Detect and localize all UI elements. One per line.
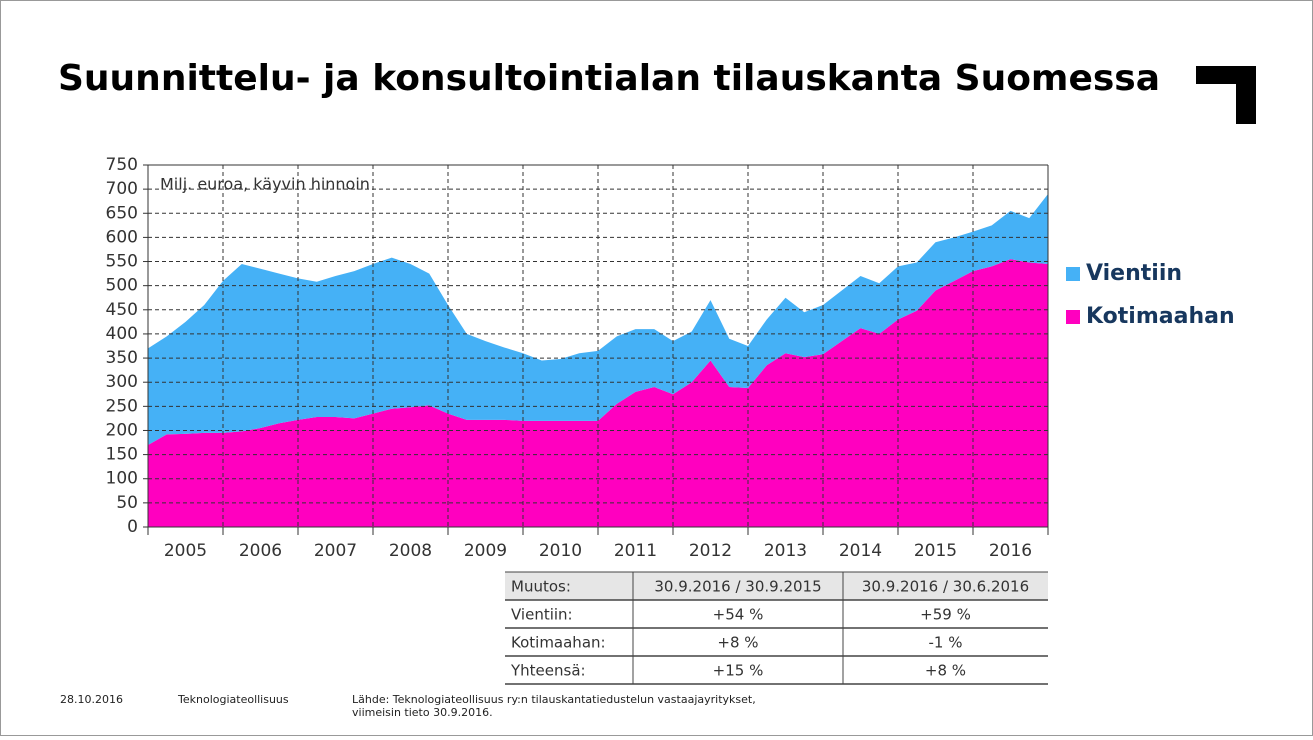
x-tick-label: 2011 [614, 541, 657, 561]
table-cell: -1 % [929, 634, 963, 652]
y-tick-label: 350 [106, 348, 138, 368]
footer-source: Lähde: Teknologiateollisuus ry:n tilausk… [352, 693, 756, 706]
y-tick-label: 100 [106, 469, 138, 489]
plot: 0 50 100 150 200 250 300 350 400 450 500 550 600 650 7… [106, 155, 1049, 561]
table-cell: +8 % [925, 662, 966, 680]
x-tick-label: 2005 [164, 541, 207, 561]
x-tick-label: 2007 [314, 541, 357, 561]
x-tick-label: 2014 [839, 541, 882, 561]
y-tick-label: 700 [106, 179, 138, 199]
x-tick-label: 2015 [914, 541, 957, 561]
logo [1196, 66, 1256, 124]
legend-swatch [1066, 310, 1080, 324]
table-cell: Vientiin: [511, 606, 573, 624]
legend-label: Vientiin [1086, 261, 1182, 286]
y-tick-label: 250 [106, 396, 138, 416]
x-tick-label: 2013 [764, 541, 807, 561]
table-cell: Muutos: [511, 578, 571, 596]
y-tick-label: 550 [106, 252, 138, 272]
footer-org: Teknologiateollisuus [177, 693, 289, 706]
y-tick-label: 300 [106, 372, 138, 392]
table-cell: +54 % [713, 606, 764, 624]
y-tick-label: 50 [116, 493, 138, 513]
table-header-bg [505, 572, 1048, 600]
x-tick-label: 2012 [689, 541, 732, 561]
y-tick-label: 400 [106, 324, 138, 344]
y-tick-label: 750 [106, 155, 138, 175]
y-tick-label: 600 [106, 227, 138, 247]
table-cell: 30.9.2016 / 30.9.2015 [654, 578, 821, 596]
chart-title: Suunnittelu- ja konsultointialan tilausk… [58, 58, 1160, 99]
table-cell: 30.9.2016 / 30.6.2016 [862, 578, 1029, 596]
x-tick-label: 2010 [539, 541, 582, 561]
footer-source: viimeisin tieto 30.9.2016. [352, 706, 493, 719]
x-tick-label: 2016 [989, 541, 1032, 561]
y-tick-label: 0 [127, 517, 138, 537]
y-tick-label: 650 [106, 203, 138, 223]
table-cell: +59 % [920, 606, 971, 624]
x-tick-label: 2006 [239, 541, 282, 561]
table-cell: Yhteensä: [510, 662, 586, 680]
footer-date: 28.10.2016 [60, 693, 123, 706]
y-tick-label: 500 [106, 276, 138, 296]
table-cell: +15 % [713, 662, 764, 680]
x-tick-label: 2008 [389, 541, 432, 561]
x-tick-label: 2009 [464, 541, 507, 561]
legend-label: Kotimaahan [1086, 304, 1235, 329]
table: Muutos: 30.9.2016 / 30.9.2015 30.9.2016 / … [505, 571, 1048, 685]
y-tick-label: 150 [106, 445, 138, 465]
y-tick-label: 450 [106, 300, 138, 320]
y-tick-label: 200 [106, 420, 138, 440]
table-cell: +8 % [717, 634, 758, 652]
annotation: Milj. euroa, käyvin hinnoin [160, 175, 370, 194]
table-cell: Kotimaahan: [511, 634, 606, 652]
legend-swatch [1066, 267, 1080, 281]
